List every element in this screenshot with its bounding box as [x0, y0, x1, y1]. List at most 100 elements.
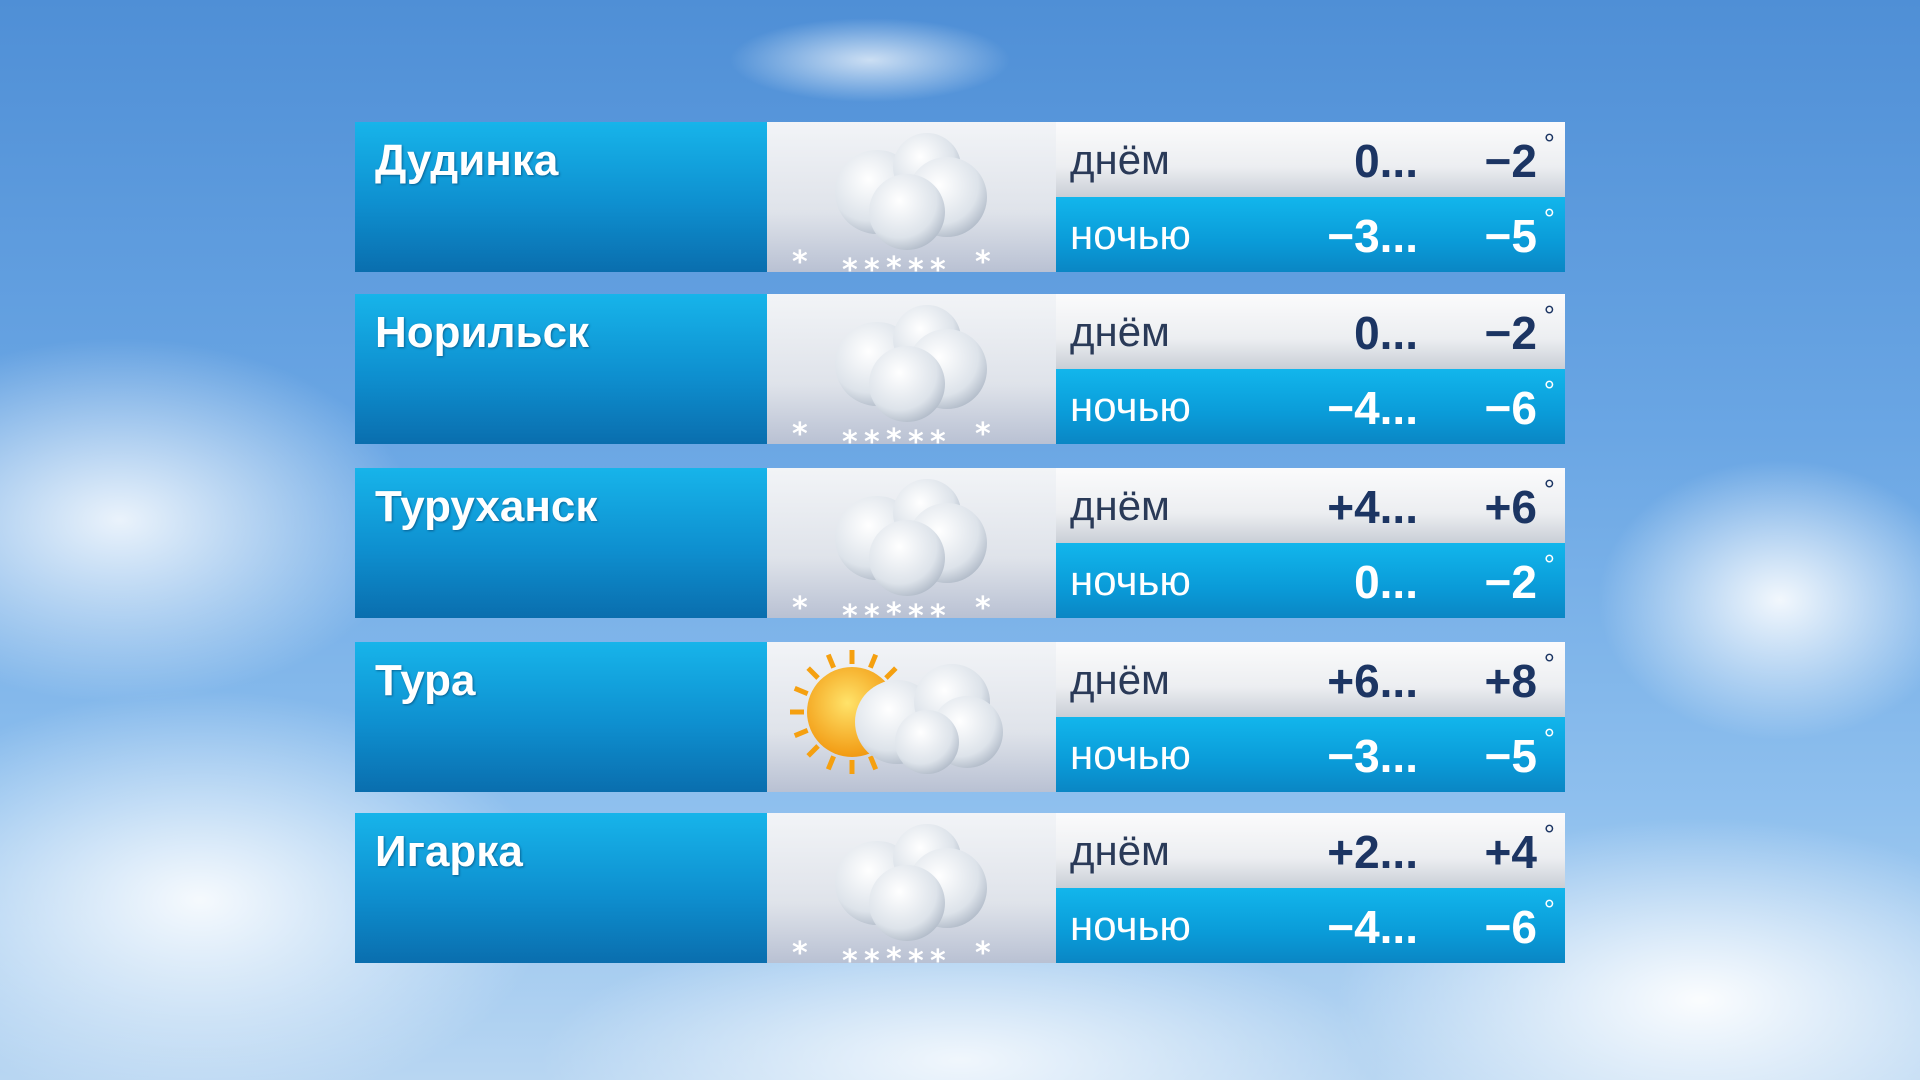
degree-sign: ° [1543, 648, 1555, 679]
svg-text:*: * [792, 417, 808, 444]
city-panel: Тура [355, 642, 767, 792]
svg-text:*: * [886, 423, 902, 444]
city-name: Дудинка [375, 136, 559, 185]
night-min: −4... [1327, 901, 1418, 953]
day-label: днём [1070, 482, 1170, 529]
svg-text:*: * [930, 425, 946, 444]
day-row: днём 0... −2 ° [1056, 294, 1565, 369]
svg-text:*: * [975, 591, 991, 618]
city-panel: Дудинка [355, 122, 767, 272]
temperatures: днём +6... +8 ° ночью −3... −5 ° [1056, 642, 1565, 792]
city-panel: Норильск [355, 294, 767, 444]
sun-cloud-icon [767, 642, 1056, 792]
svg-text:*: * [886, 251, 902, 272]
city-name: Тура [375, 656, 476, 705]
day-max: +4 [1484, 826, 1537, 878]
night-label: ночью [1070, 211, 1191, 258]
city-panel: Игарка [355, 813, 767, 963]
day-max: −2 [1484, 307, 1537, 359]
svg-text:*: * [842, 425, 858, 444]
day-row: днём +2... +4 ° [1056, 813, 1565, 888]
day-min: +4... [1327, 481, 1418, 533]
night-min: −3... [1327, 730, 1418, 782]
temperatures: днём +2... +4 ° ночью −4... −6 ° [1056, 813, 1565, 963]
forecast-row: Норильск * * * * * * * днём 0... −2 ° ночью −4… [355, 294, 1565, 444]
night-max: −6 [1484, 382, 1537, 434]
svg-text:*: * [864, 944, 880, 963]
svg-text:*: * [908, 599, 924, 618]
night-label: ночью [1070, 731, 1191, 778]
night-min: −3... [1327, 210, 1418, 262]
svg-text:*: * [930, 599, 946, 618]
degree-sign: ° [1543, 375, 1555, 406]
night-row: ночью −3... −5 ° [1056, 717, 1565, 792]
cloud-snow-icon: * * * * * * * [767, 468, 1056, 618]
day-min: 0... [1354, 135, 1418, 187]
night-min: −4... [1327, 382, 1418, 434]
cloud-snow-icon: * * * * * * * [767, 813, 1056, 963]
svg-text:*: * [864, 599, 880, 618]
degree-sign: ° [1543, 819, 1555, 850]
svg-text:*: * [842, 253, 858, 272]
svg-text:*: * [930, 944, 946, 963]
night-label: ночью [1070, 902, 1191, 949]
svg-text:*: * [792, 245, 808, 272]
day-label: днём [1070, 136, 1170, 183]
city-panel: Туруханск [355, 468, 767, 618]
forecast-row: Тура днём +6... +8 ° ночью −3... −5 ° [355, 642, 1565, 792]
night-min: 0... [1354, 556, 1418, 608]
night-max: −5 [1484, 210, 1537, 262]
svg-text:*: * [864, 425, 880, 444]
temperatures: днём +4... +6 ° ночью 0... −2 ° [1056, 468, 1565, 618]
night-row: ночью 0... −2 ° [1056, 543, 1565, 618]
day-label: днём [1070, 656, 1170, 703]
cloud-snow-icon: * * * * * * * [767, 122, 1056, 272]
night-label: ночью [1070, 383, 1191, 430]
day-max: +8 [1484, 655, 1537, 707]
night-label: ночью [1070, 557, 1191, 604]
svg-text:*: * [886, 942, 902, 963]
degree-sign: ° [1543, 203, 1555, 234]
forecast-row: Туруханск * * * * * * * днём +4... +6 ° ночью … [355, 468, 1565, 618]
city-name: Игарка [375, 827, 523, 876]
svg-text:*: * [975, 417, 991, 444]
day-max: −2 [1484, 135, 1537, 187]
svg-text:*: * [975, 245, 991, 272]
day-min: +6... [1327, 655, 1418, 707]
night-max: −5 [1484, 730, 1537, 782]
temperatures: днём 0... −2 ° ночью −4... −6 ° [1056, 294, 1565, 444]
city-name: Норильск [375, 308, 590, 357]
temperatures: днём 0... −2 ° ночью −3... −5 ° [1056, 122, 1565, 272]
night-max: −6 [1484, 901, 1537, 953]
forecast-row: Дудинка * * * * * * * днём 0... −2 ° ночью −3.… [355, 122, 1565, 272]
svg-text:*: * [886, 597, 902, 618]
svg-text:*: * [975, 936, 991, 963]
degree-sign: ° [1543, 474, 1555, 505]
day-label: днём [1070, 827, 1170, 874]
degree-sign: ° [1543, 128, 1555, 159]
night-max: −2 [1484, 556, 1537, 608]
degree-sign: ° [1543, 549, 1555, 580]
day-row: днём +4... +6 ° [1056, 468, 1565, 543]
svg-text:*: * [930, 253, 946, 272]
cloud-snow-icon: * * * * * * * [767, 294, 1056, 444]
degree-sign: ° [1543, 894, 1555, 925]
svg-text:*: * [908, 425, 924, 444]
night-row: ночью −3... −5 ° [1056, 197, 1565, 272]
day-max: +6 [1484, 481, 1537, 533]
day-row: днём +6... +8 ° [1056, 642, 1565, 717]
day-min: 0... [1354, 307, 1418, 359]
svg-text:*: * [792, 591, 808, 618]
svg-text:*: * [842, 599, 858, 618]
svg-text:*: * [792, 936, 808, 963]
day-row: днём 0... −2 ° [1056, 122, 1565, 197]
svg-text:*: * [842, 944, 858, 963]
day-min: +2... [1327, 826, 1418, 878]
svg-text:*: * [908, 944, 924, 963]
svg-text:*: * [908, 253, 924, 272]
night-row: ночью −4... −6 ° [1056, 369, 1565, 444]
city-name: Туруханск [375, 482, 598, 531]
forecast-row: Игарка * * * * * * * днём +2... +4 ° ночью −4.… [355, 813, 1565, 963]
degree-sign: ° [1543, 723, 1555, 754]
day-label: днём [1070, 308, 1170, 355]
